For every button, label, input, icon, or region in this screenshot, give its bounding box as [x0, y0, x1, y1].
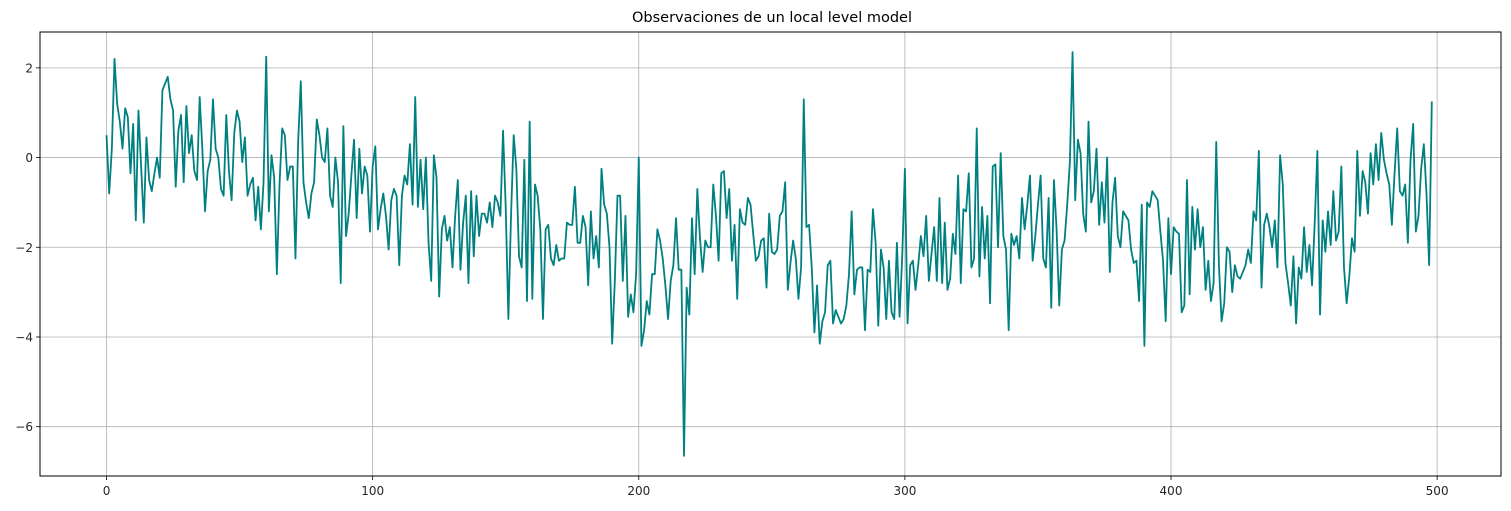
x-tick-label: 500: [1426, 484, 1449, 498]
x-axis: 0 100 200 300 400 500: [103, 476, 1449, 498]
y-tick-label: 2: [25, 61, 33, 75]
chart-title: Observaciones de un local level model: [632, 10, 912, 26]
x-tick-label: 100: [361, 484, 384, 498]
axes-frame: [39, 31, 1502, 477]
series-line: [105, 51, 1433, 457]
series-layer: [105, 51, 1433, 457]
x-tick-label: 400: [1160, 484, 1183, 498]
y-tick-label: −4: [15, 330, 33, 344]
y-tick-label: −6: [15, 420, 33, 434]
x-tick-label: 0: [103, 484, 111, 498]
y-tick-label: −2: [15, 241, 33, 255]
y-axis: −6 −4 −2 0 2: [15, 61, 40, 434]
grid: [40, 32, 1501, 476]
x-tick-label: 200: [627, 484, 650, 498]
x-tick-label: 300: [893, 484, 916, 498]
y-tick-label: 0: [25, 151, 33, 165]
